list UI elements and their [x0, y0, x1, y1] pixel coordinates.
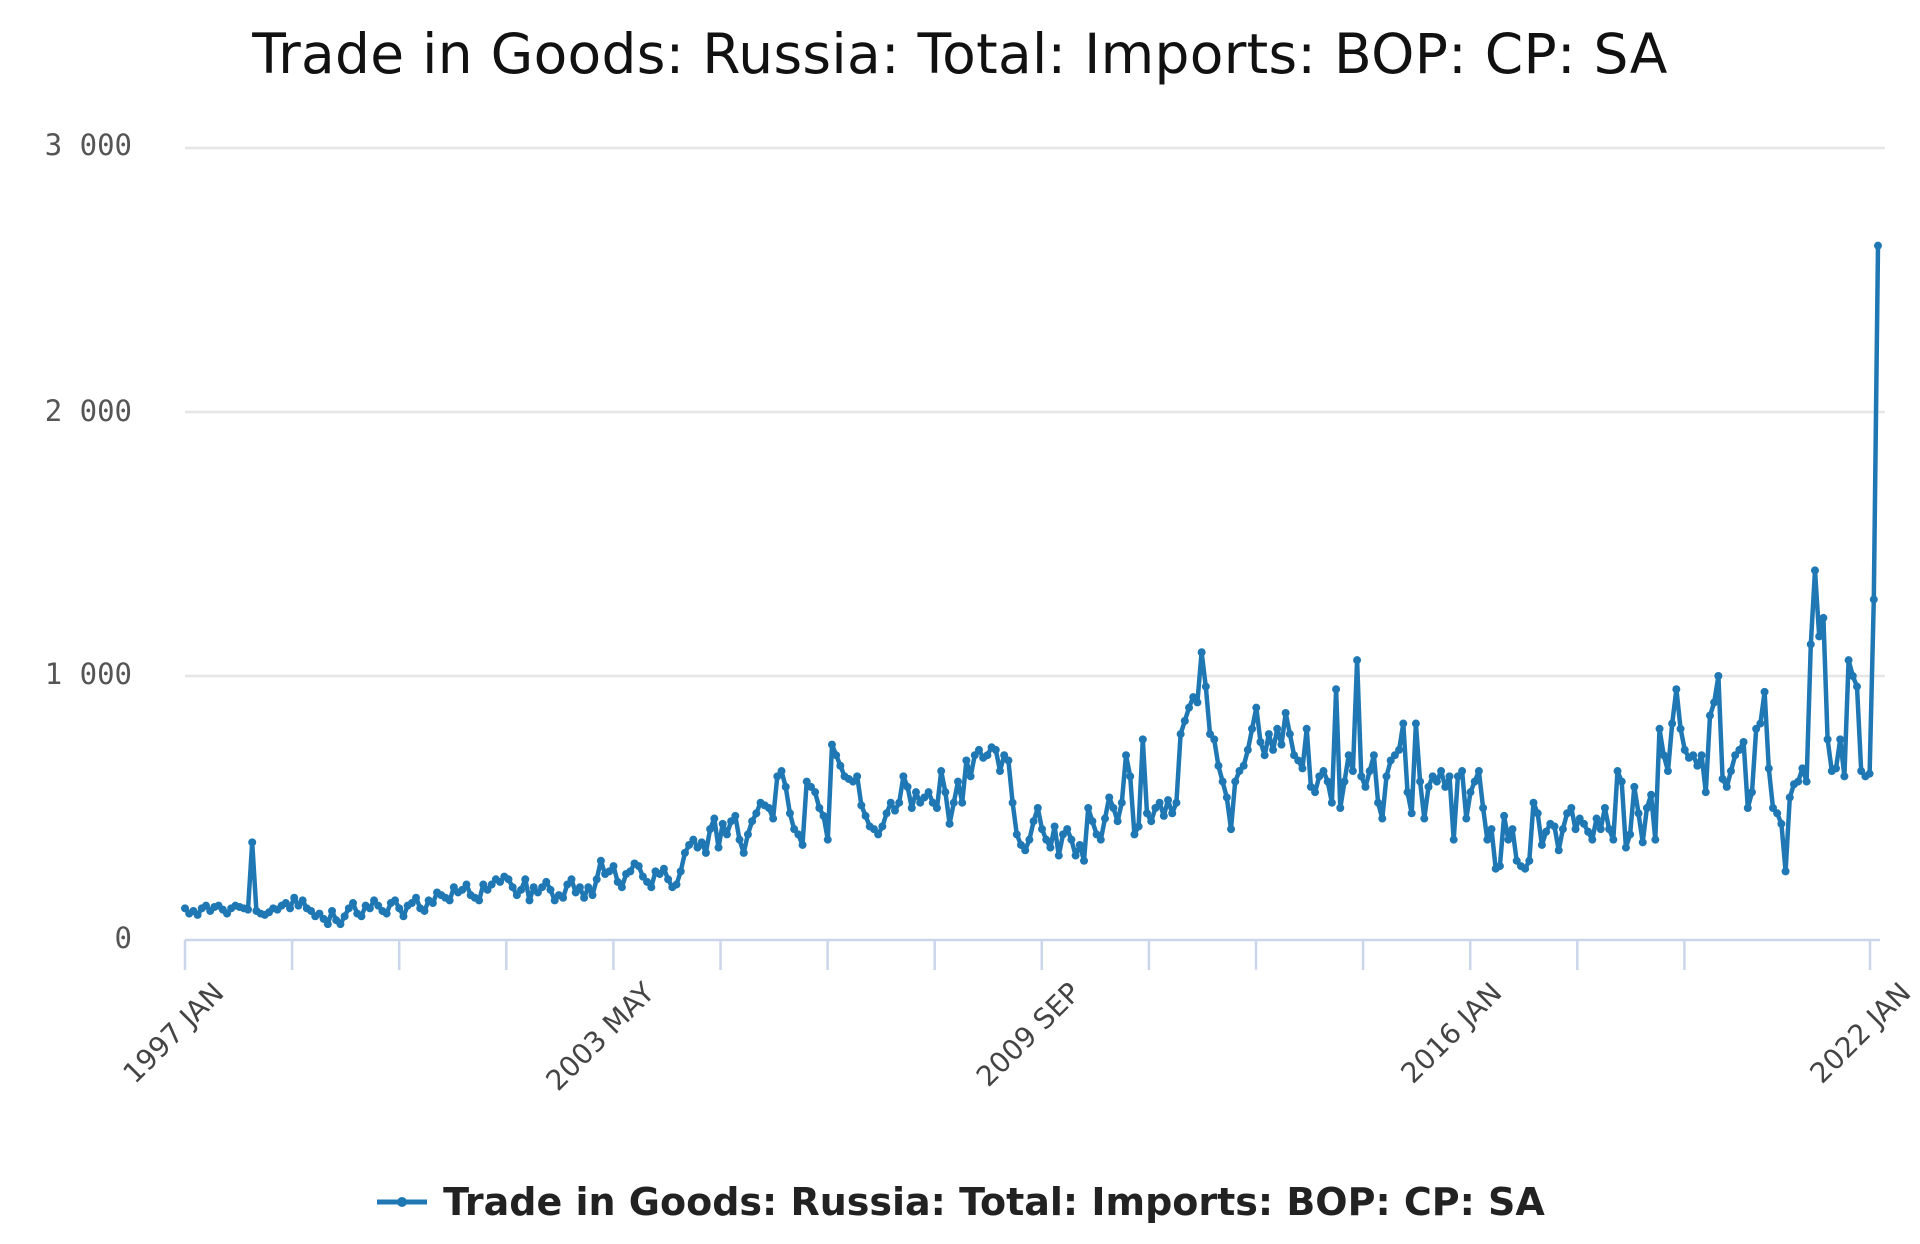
gridlines	[185, 146, 1885, 678]
y-tick-label-3000: 3 000	[44, 128, 132, 162]
legend-item[interactable]: Trade in Goods: Russia: Total: Imports: …	[375, 1180, 1545, 1224]
y-tick-label-0: 0	[114, 921, 132, 955]
y-tick-label-1000: 1 000	[44, 657, 132, 691]
y-tick-label-2000: 2 000	[44, 394, 132, 428]
chart-title: Trade in Goods: Russia: Total: Imports: …	[252, 22, 1668, 86]
legend: Trade in Goods: Russia: Total: Imports: …	[0, 1180, 1920, 1224]
line-marker-icon	[377, 1197, 428, 1207]
series-markers	[181, 241, 1882, 929]
legend-label: Trade in Goods: Russia: Total: Imports: …	[443, 1180, 1545, 1224]
x-axis	[183, 938, 1880, 970]
